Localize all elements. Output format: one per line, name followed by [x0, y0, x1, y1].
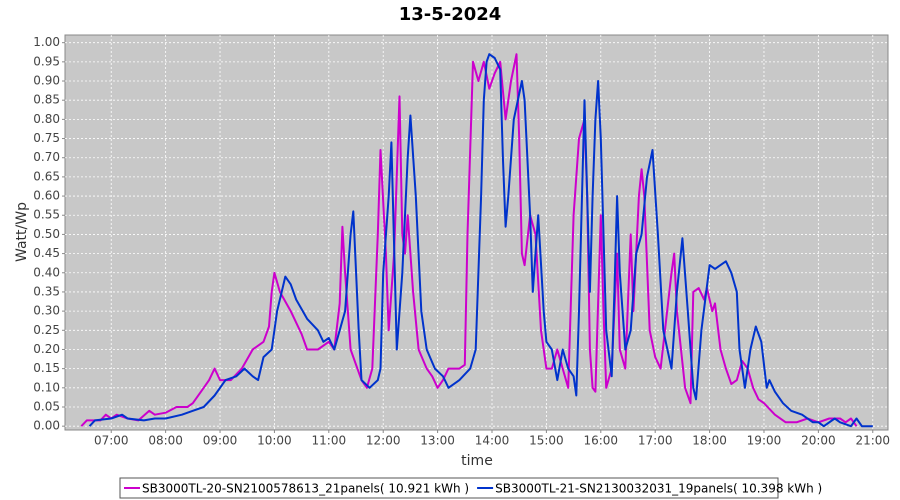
x-tick-label: 08:00: [148, 434, 183, 448]
y-tick-label: 0.40: [33, 265, 60, 279]
y-axis-label: Watt/Wp: [14, 202, 30, 262]
legend-label: SB3000TL-20-SN2100578613_21panels( 10.92…: [142, 482, 469, 496]
y-tick-label: 0.15: [33, 361, 60, 375]
y-tick-label: 0.10: [33, 380, 60, 394]
x-tick-label: 10:00: [257, 434, 292, 448]
chart-title: 13-5-2024: [399, 4, 502, 25]
y-tick-label: 0.65: [33, 169, 60, 183]
y-tick-label: 0.55: [33, 208, 60, 222]
x-tick-label: 18:00: [692, 434, 727, 448]
x-tick-label: 11:00: [312, 434, 347, 448]
x-tick-label: 07:00: [94, 434, 129, 448]
x-tick-label: 12:00: [366, 434, 401, 448]
y-tick-label: 0.00: [33, 419, 60, 433]
y-tick-label: 0.85: [33, 93, 60, 107]
y-tick-label: 0.20: [33, 342, 60, 356]
x-tick-label: 21:00: [855, 434, 890, 448]
y-tick-label: 0.60: [33, 189, 60, 203]
x-tick-label: 15:00: [529, 434, 564, 448]
x-tick-label: 19:00: [747, 434, 782, 448]
x-tick-label: 09:00: [203, 434, 238, 448]
plot: [65, 35, 888, 430]
x-tick-label: 20:00: [801, 434, 836, 448]
legend: [119, 477, 779, 499]
y-tick-label: 0.45: [33, 246, 60, 260]
y-tick-label: 0.35: [33, 284, 60, 298]
y-tick-label: 0.50: [33, 227, 60, 241]
y-tick-label: 1.00: [33, 35, 60, 49]
x-tick-label: 13:00: [420, 434, 455, 448]
y-tick-label: 0.70: [33, 150, 60, 164]
plot-area: [64, 34, 889, 431]
y-tick-label: 0.80: [33, 112, 60, 126]
x-tick-label: 16:00: [583, 434, 618, 448]
y-tick-label: 0.90: [33, 74, 60, 88]
y-tick-label: 0.75: [33, 131, 60, 145]
series-line: [88, 53, 873, 428]
y-tick-label: 0.05: [33, 399, 60, 413]
y-tick-label: 0.95: [33, 54, 60, 68]
legend-label: SB3000TL-21-SN2130032031_19panels( 10.39…: [495, 482, 822, 496]
x-tick-label: 14:00: [475, 434, 510, 448]
x-axis-label: time: [461, 453, 493, 469]
y-tick-label: 0.30: [33, 304, 60, 318]
x-tick-label: 17:00: [638, 434, 673, 448]
y-tick-label: 0.25: [33, 323, 60, 337]
